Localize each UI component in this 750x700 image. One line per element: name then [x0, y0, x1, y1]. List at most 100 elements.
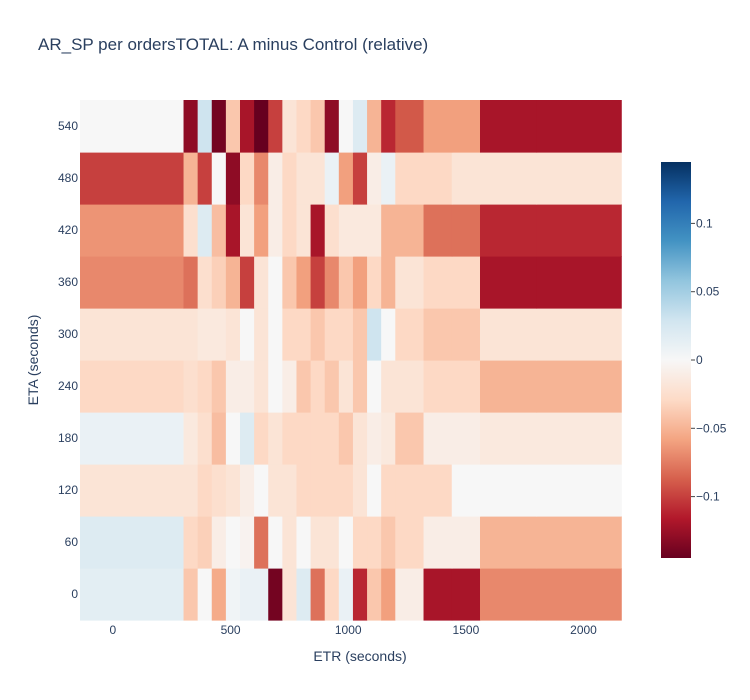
heatmap-cell: [282, 100, 298, 153]
heatmap-cell: [423, 100, 453, 153]
heatmap-cell: [225, 360, 241, 413]
heatmap-cell: [296, 516, 312, 569]
heatmap-cell: [268, 464, 283, 517]
heatmap-cell: [367, 100, 382, 153]
heatmap-cell: [211, 100, 227, 153]
heatmap-cell: [324, 308, 340, 361]
heatmap-cell: [324, 516, 340, 569]
heatmap-cell: [536, 464, 622, 517]
heatmap-cell: [268, 100, 283, 153]
x-tick-label: 1000: [335, 623, 362, 637]
heatmap-cell: [268, 360, 283, 413]
heatmap-cell: [352, 100, 368, 153]
heatmap-cell: [296, 256, 312, 309]
heatmap-cell: [211, 516, 227, 569]
heatmap-cell: [225, 256, 241, 309]
heatmap-cell: [423, 256, 453, 309]
heatmap-cell: [480, 568, 538, 621]
heatmap-cell: [451, 464, 481, 517]
heatmap-cell: [211, 464, 227, 517]
heatmap-cell: [183, 568, 199, 621]
heatmap-cell: [338, 412, 354, 465]
heatmap-cell: [310, 516, 326, 569]
heatmap-cell: [338, 516, 354, 569]
chart-title: AR_SP per ordersTOTAL: A minus Control (…: [38, 35, 428, 54]
heatmap-cell: [268, 568, 283, 621]
heatmap-cell: [381, 412, 396, 465]
heatmap-cell: [197, 152, 213, 205]
y-tick-label: 360: [58, 275, 78, 289]
heatmap-cell: [395, 308, 425, 361]
heatmap-cell: [183, 204, 199, 257]
heatmap-cell: [183, 100, 199, 153]
heatmap-cell: [536, 516, 622, 569]
heatmap-cell: [310, 464, 326, 517]
heatmap-cell: [536, 412, 622, 465]
heatmap-cell: [367, 516, 382, 569]
heatmap-cell: [381, 360, 396, 413]
heatmap-cell: [367, 308, 382, 361]
heatmap-cell: [240, 308, 255, 361]
heatmap-cell: [367, 360, 382, 413]
heatmap-cell: [183, 152, 199, 205]
colorbar-tick-label: −0.05: [696, 421, 727, 435]
heatmap-cell: [480, 412, 538, 465]
heatmap-cell: [254, 516, 269, 569]
heatmap-cell: [480, 516, 538, 569]
y-tick-label: 300: [58, 327, 78, 341]
heatmap-cell: [240, 412, 255, 465]
heatmap-cell: [367, 152, 382, 205]
heatmap-cell: [367, 464, 382, 517]
heatmap-cell: [225, 464, 241, 517]
heatmap-cell: [324, 204, 340, 257]
heatmap-cell: [296, 464, 312, 517]
heatmap-cell: [324, 360, 340, 413]
heatmap-cell: [367, 412, 382, 465]
heatmap-cell: [240, 100, 255, 153]
heatmap-cell: [395, 256, 425, 309]
heatmap-cell: [296, 100, 312, 153]
heatmap-cell: [381, 100, 396, 153]
heatmap-cell: [80, 360, 185, 413]
heatmap-cell: [254, 360, 269, 413]
x-tick-label: 1500: [453, 623, 480, 637]
heatmap-cell: [240, 152, 255, 205]
heatmap-cell: [268, 152, 283, 205]
x-tick-label: 2000: [570, 623, 597, 637]
heatmap-cell: [451, 516, 481, 569]
heatmap-cell: [211, 360, 227, 413]
y-tick-label: 240: [58, 379, 78, 393]
heatmap-cell: [451, 152, 481, 205]
heatmap-cell: [381, 516, 396, 569]
heatmap-cell: [296, 568, 312, 621]
heatmap-cell: [296, 412, 312, 465]
x-tick-label: 0: [110, 623, 117, 637]
x-axis-title: ETR (seconds): [313, 648, 406, 664]
heatmap-cell: [268, 256, 283, 309]
heatmap-cell: [310, 568, 326, 621]
heatmap-cell: [536, 256, 622, 309]
heatmap-cell: [338, 152, 354, 205]
heatmap-cell: [480, 256, 538, 309]
heatmap-cell: [451, 308, 481, 361]
heatmap-cell: [324, 152, 340, 205]
heatmap-cell: [536, 568, 622, 621]
heatmap-cell: [268, 516, 283, 569]
heatmap-cell: [225, 516, 241, 569]
heatmap-cell: [211, 412, 227, 465]
heatmap-cell: [423, 308, 453, 361]
heatmap-cell: [395, 568, 425, 621]
heatmap-cell: [310, 152, 326, 205]
heatmap-cell: [282, 360, 298, 413]
heatmap-cell: [197, 516, 213, 569]
heatmap-cell: [324, 100, 340, 153]
heatmap-cell: [183, 516, 199, 569]
heatmap-cell: [536, 360, 622, 413]
heatmap-cell: [367, 256, 382, 309]
heatmap-cell: [80, 464, 185, 517]
heatmap-cell: [451, 204, 481, 257]
heatmap-cell: [80, 256, 185, 309]
y-axis-ticks: 0 60 120 180 240 300 360 420 480 540: [58, 119, 78, 601]
heatmap-cell: [211, 308, 227, 361]
heatmap-cell: [197, 100, 213, 153]
